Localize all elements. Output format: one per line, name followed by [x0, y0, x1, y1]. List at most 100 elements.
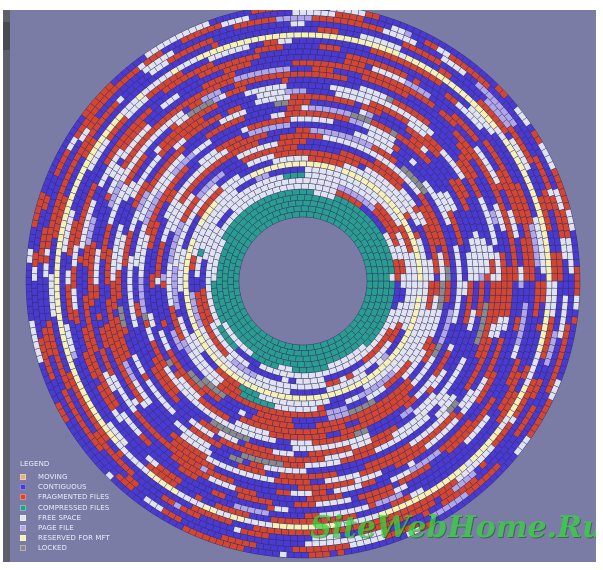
disk-cluster [289, 121, 298, 129]
disk-cluster [270, 516, 279, 524]
disk-cluster [300, 132, 309, 139]
disk-cluster [284, 37, 293, 45]
disk-cluster [282, 483, 291, 491]
disk-cluster [309, 456, 318, 463]
disk-cluster [551, 266, 558, 275]
disk-cluster [561, 302, 569, 311]
disk-cluster [466, 258, 474, 268]
disk-cluster [521, 251, 529, 260]
disk-cluster [483, 287, 491, 296]
disk-cluster [302, 406, 311, 413]
disk-cluster [182, 287, 190, 297]
disk-cluster [300, 104, 309, 111]
disk-cluster [177, 269, 184, 278]
disk-cluster [165, 277, 173, 285]
disk-cluster [104, 277, 111, 285]
disk-cluster [76, 277, 83, 285]
disk-cluster [293, 349, 302, 357]
disk-cluster [289, 172, 299, 179]
disk-cluster [279, 472, 288, 480]
disk-cluster [280, 478, 290, 485]
disk-cluster [489, 266, 497, 275]
disk-cluster [227, 269, 235, 278]
disk-cluster [297, 93, 306, 100]
disk-cluster [443, 294, 451, 304]
disk-cluster [88, 298, 95, 307]
disk-cluster [109, 266, 117, 275]
disk-map-panel: LEGEND MOVING CONTIGUOUS FRAGMENTED FILE… [10, 10, 596, 562]
disk-cluster [55, 305, 62, 314]
disk-cluster [297, 512, 306, 519]
disk-cluster [280, 99, 290, 107]
disk-cluster [149, 273, 156, 282]
disk-cluster [43, 255, 50, 264]
disk-cluster [304, 194, 313, 201]
disk-cluster [171, 280, 178, 289]
disk-cluster [523, 273, 530, 282]
disk-cluster [297, 411, 306, 419]
disk-cluster [166, 291, 174, 300]
disk-cluster [284, 495, 293, 502]
disk-cluster [300, 501, 309, 508]
disk-cluster [289, 93, 298, 100]
disk-cluster [311, 43, 320, 50]
disk-cluster [506, 287, 513, 296]
disk-cluster [280, 427, 290, 435]
disk-cluster [313, 416, 322, 424]
disk-cluster [300, 54, 309, 61]
disk-cluster [306, 394, 315, 402]
disk-cluster [282, 433, 291, 441]
disk-cluster [316, 49, 326, 56]
disk-cluster [43, 305, 51, 314]
disk-cluster [313, 138, 322, 146]
disk-cluster [295, 149, 304, 156]
disk-cluster [313, 161, 322, 169]
disk-cluster [410, 265, 418, 275]
disk-cluster [282, 93, 291, 101]
disk-cluster [304, 20, 313, 27]
disk-cluster [221, 273, 229, 282]
disk-cluster [279, 523, 288, 530]
disk-cluster [309, 149, 318, 157]
disk-cluster [132, 294, 140, 304]
disk-cluster [138, 291, 145, 300]
disk-cluster [297, 166, 306, 173]
disk-cluster [171, 266, 179, 275]
disk-cluster [304, 93, 313, 100]
disk-cluster [562, 280, 570, 289]
disk-cluster [59, 280, 66, 289]
disk-cluster [171, 273, 178, 282]
disk-cluster [521, 302, 529, 311]
disk-cluster [309, 478, 318, 486]
disk-cluster [299, 518, 307, 525]
disk-cluster [366, 280, 373, 289]
disk-cluster [127, 262, 134, 271]
disk-cluster [282, 410, 291, 418]
disk-cluster [302, 199, 311, 207]
disk-cluster [284, 138, 293, 146]
disk-cluster [271, 522, 281, 530]
disk-cluster [299, 110, 307, 117]
disk-cluster [279, 449, 288, 457]
disk-cluster [322, 55, 331, 62]
disk-cluster [293, 523, 302, 531]
disk-cluster [307, 183, 317, 191]
disk-cluster [289, 490, 298, 497]
disk-cluster [275, 71, 284, 79]
disk-cluster [155, 291, 162, 300]
disk-cluster [540, 280, 547, 289]
disk-cluster [302, 48, 311, 55]
disk-cluster [302, 456, 311, 463]
disk-cluster [311, 20, 320, 28]
disk-cluster [293, 54, 302, 61]
disk-cluster [297, 20, 306, 27]
disk-cluster [306, 87, 315, 95]
disk-cluster [304, 462, 313, 469]
disk-cluster [309, 405, 318, 413]
disk-cluster [291, 467, 300, 475]
disk-cluster [372, 273, 379, 282]
disk-cluster [416, 273, 424, 282]
disk-cluster [495, 273, 502, 282]
disk-cluster [456, 273, 463, 282]
disk-cluster [275, 66, 284, 74]
